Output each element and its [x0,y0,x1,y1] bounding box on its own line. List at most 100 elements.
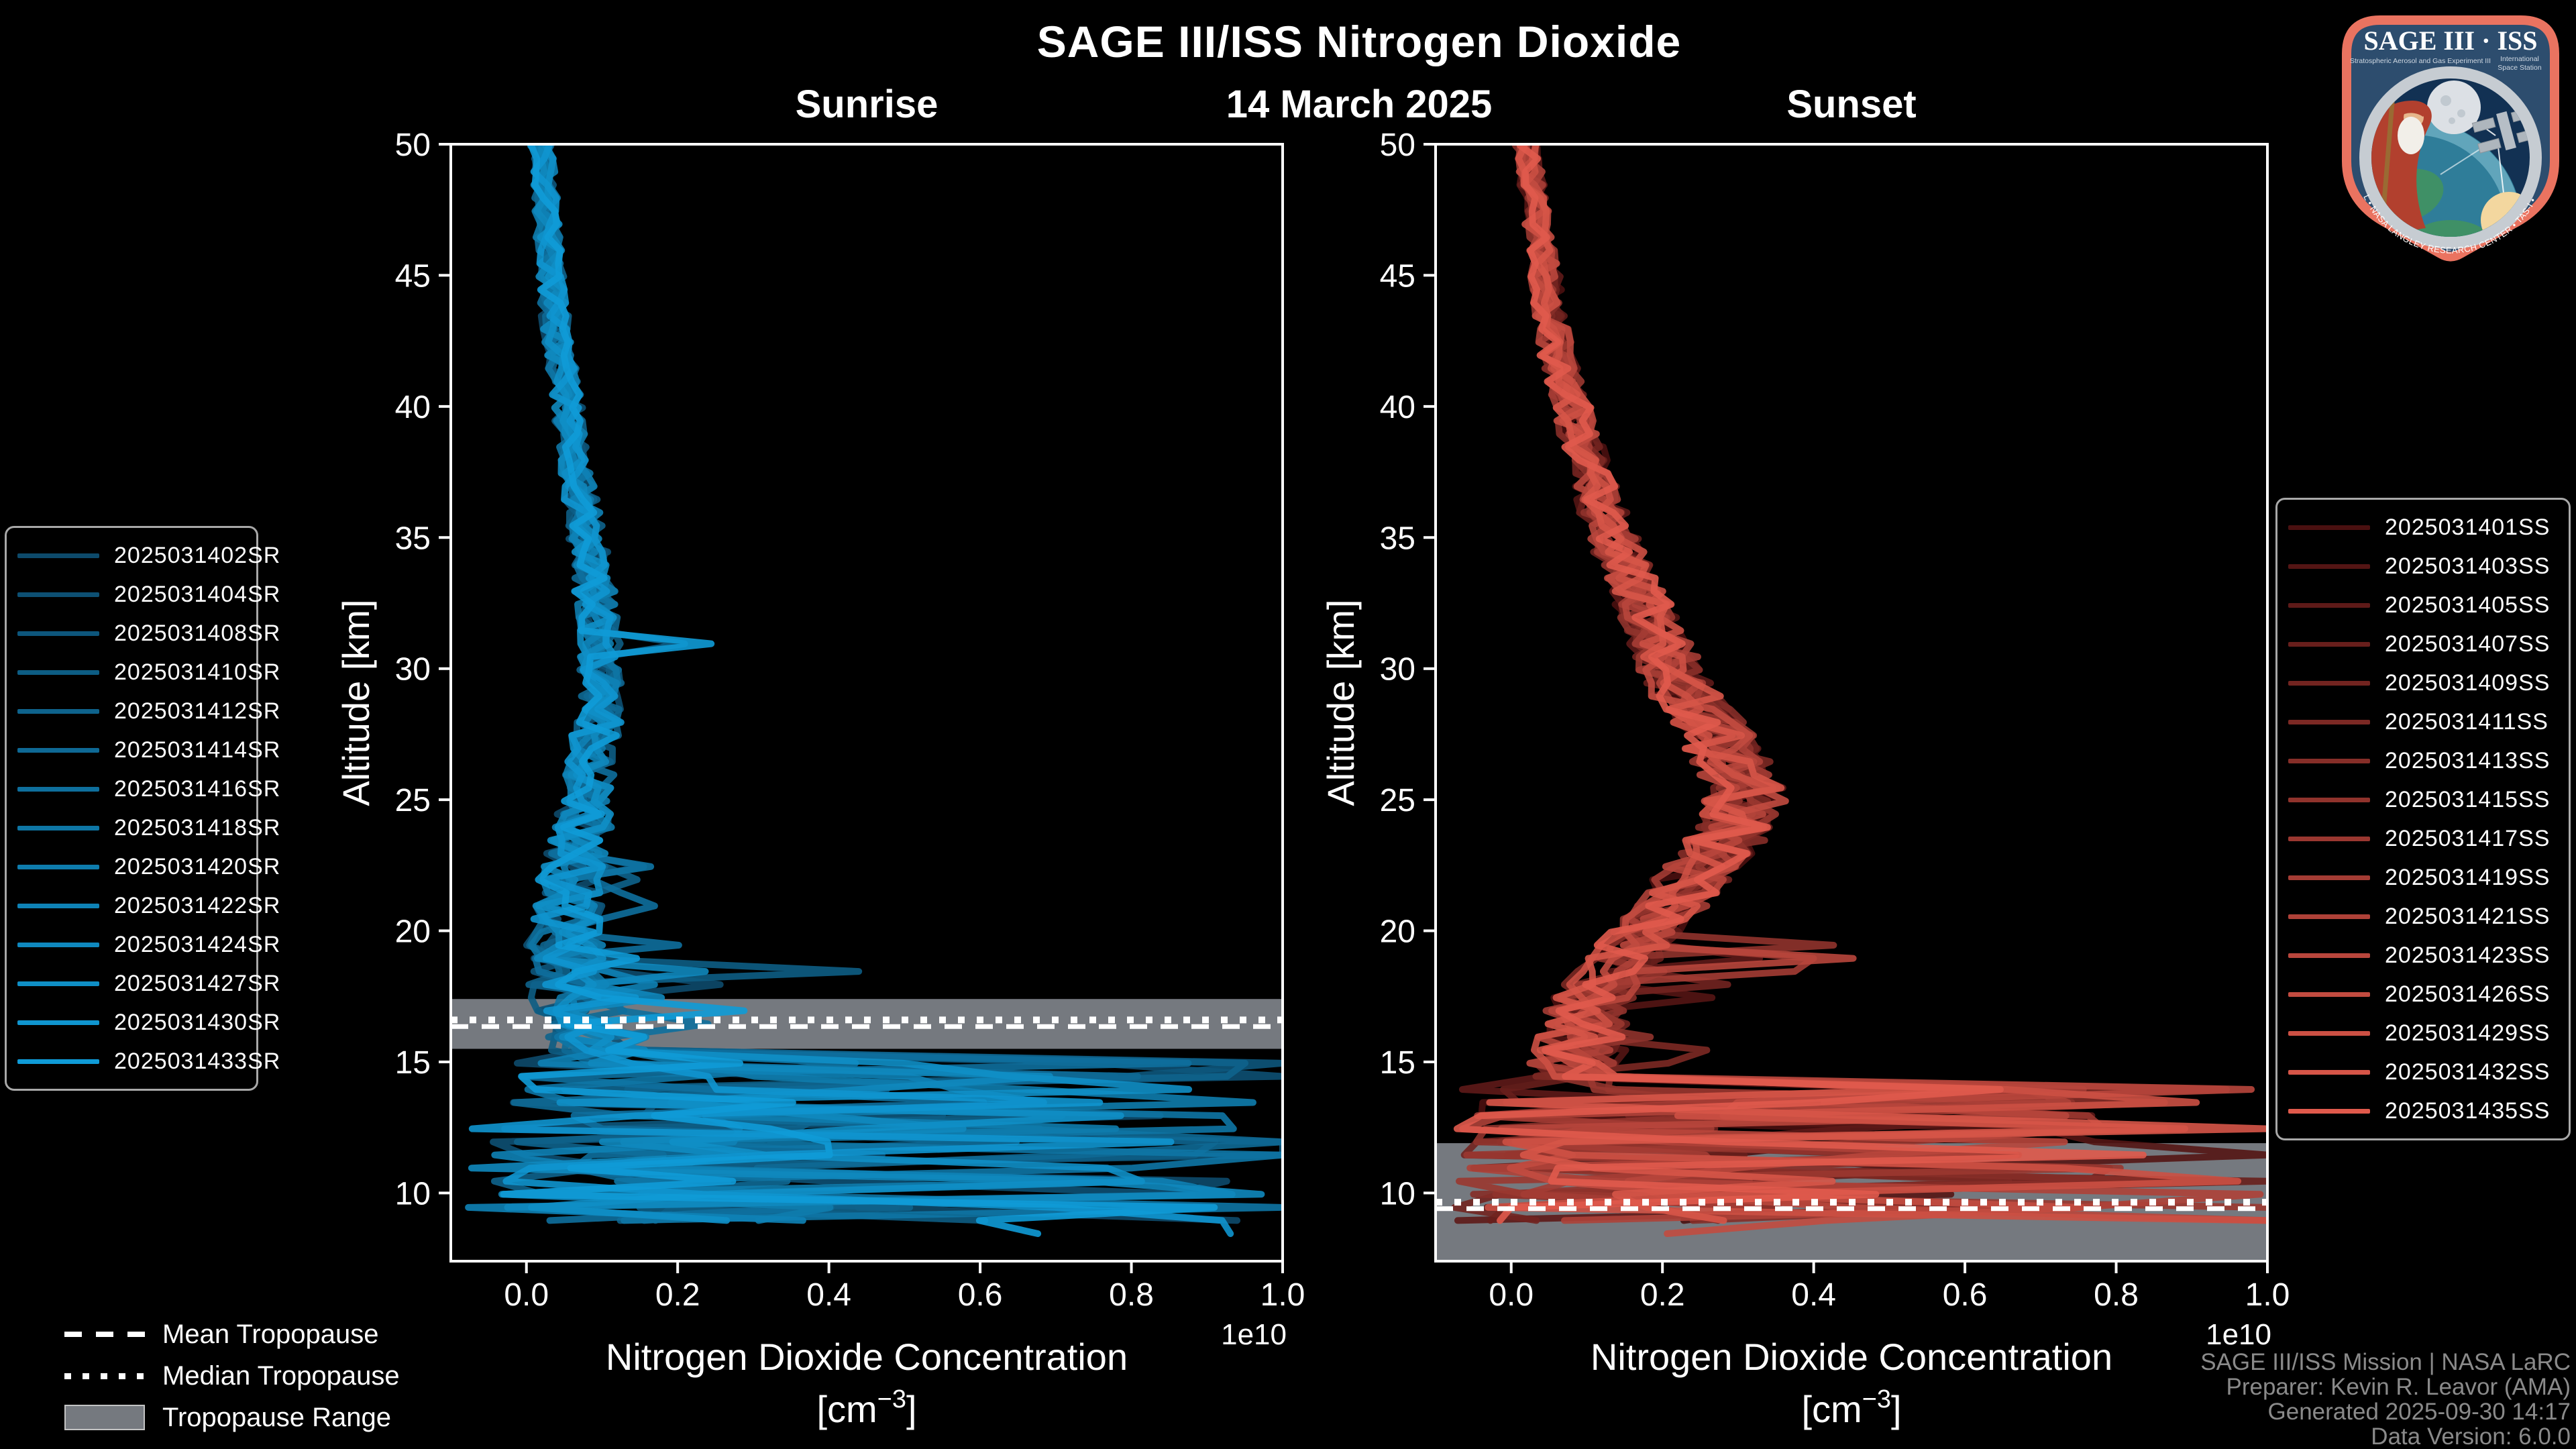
legend-event-label: 2025031408SR [114,620,281,646]
legend-item: 2025031420SR [17,847,280,886]
legend-item: 2025031403SS [2288,547,2569,586]
legend-line-sample [2288,875,2370,880]
legend-item: 2025031409SS [2288,663,2569,702]
x-axis-label: Nitrogen Dioxide Concentration [1591,1336,2112,1378]
legend-line-sample [17,864,99,869]
legend-event-label: 2025031403SS [2385,553,2551,579]
legend-event-label: 2025031416SR [114,775,281,802]
svg-text:0.0: 0.0 [1489,1277,1534,1313]
legend-item: 2025031405SS [2288,586,2569,625]
legend-item: 2025031413SS [2288,741,2569,780]
axes-box [1434,143,2269,1263]
svg-text:30: 30 [395,652,431,688]
legend-line-sample [2288,564,2370,569]
legend-line-sample [17,942,99,947]
svg-text:25: 25 [1380,783,1415,818]
legend-line-sample [2288,758,2370,763]
svg-text:40: 40 [1380,390,1415,425]
legend-line-sample [2288,641,2370,647]
svg-text:0.6: 0.6 [1943,1277,1988,1313]
legend-item: 2025031414SR [17,731,280,769]
legend-event-label: 2025031414SR [114,737,281,763]
legend-event-label: 2025031415SS [2385,786,2551,812]
svg-text:50: 50 [395,127,431,163]
sunset-panel-title: Sunset [1786,83,1917,126]
legend-event-label: 2025031422SR [114,892,281,918]
svg-text:20: 20 [1380,914,1415,950]
legend-event-label: 2025031405SS [2385,592,2551,618]
svg-text:0.4: 0.4 [806,1277,851,1313]
legend-line-sample [17,981,99,986]
legend-item: 2025031419SS [2288,858,2569,897]
legend-item: 2025031426SS [2288,975,2569,1014]
legend-event-label: 2025031429SS [2385,1020,2551,1046]
svg-text:0.8: 0.8 [2094,1277,2139,1313]
legend-item: Mean Tropopause [64,1313,400,1355]
mean-tropopause-label: Mean Tropopause [162,1319,379,1349]
legend-event-label: 2025031417SS [2385,825,2551,851]
svg-text:10: 10 [1380,1176,1415,1212]
profile-line-2025031433SR [500,144,1218,1237]
legend-item: 2025031422SR [17,886,280,925]
sunset-plot-area [1436,144,2267,1261]
mission-patch-logo: SAGE III · ISS Stratospheric Aerosol and… [2326,7,2559,262]
legend-event-label: 2025031432SS [2385,1059,2551,1085]
legend-item: 2025031424SR [17,925,280,964]
legend-line-sample [17,669,99,675]
legend-item: 2025031416SR [17,769,280,808]
tropopause-legend: Mean Tropopause Median Tropopause Tropop… [64,1313,400,1438]
sunrise-panel-title: Sunrise [795,83,938,126]
svg-text:0.4: 0.4 [1791,1277,1836,1313]
legend-item: 2025031421SS [2288,897,2569,936]
svg-text:50: 50 [1380,127,1415,163]
legend-event-label: 2025031401SS [2385,514,2551,540]
legend-item: 2025031407SS [2288,625,2569,663]
svg-text:0.2: 0.2 [1640,1277,1685,1313]
x-axis-ticks: 0.0 0.2 0.4 0.6 0.8 1.0 [1489,1261,2290,1313]
legend-item: 2025031411SS [2288,702,2569,741]
legend-line-sample [2288,836,2370,841]
legend-line-sample [2288,1069,2370,1075]
legend-line-sample [2288,525,2370,530]
legend-event-label: 2025031409SS [2385,669,2551,696]
legend-item: 2025031412SR [17,692,280,731]
profile-line-2025031435SS [1453,144,2147,1224]
legend-item: 2025031433SR [17,1042,280,1081]
legend-line-sample [17,1020,99,1025]
y-axis-ticks: 50 45 40 35 30 25 20 15 10 [395,127,451,1212]
legend-line-sample [2288,680,2370,686]
legend-event-label: 2025031420SR [114,853,281,879]
svg-text:35: 35 [1380,521,1415,556]
legend-event-label: 2025031427SR [114,970,281,996]
sunset-legend: 2025031401SS 2025031403SS 2025031405SS 2025… [2275,498,2571,1140]
axes-box [449,143,1284,1263]
legend-line-sample [2288,1030,2370,1036]
legend-event-label: 2025031412SR [114,698,281,724]
legend-event-label: 2025031407SS [2385,631,2551,657]
legend-event-label: 2025031418SR [114,814,281,841]
svg-text:20: 20 [395,914,431,950]
legend-event-label: 2025031411SS [2385,708,2548,735]
legend-line-sample [2288,914,2370,919]
x-axis-ticks: 0.0 0.2 0.4 0.6 0.8 1.0 [504,1261,1305,1313]
legend-item: 2025031415SS [2288,780,2569,819]
svg-text:45: 45 [395,258,431,294]
legend-line-sample [17,747,99,753]
axis-scale-offset: 1e10 [1221,1318,1287,1351]
legend-item: 2025031402SR [17,536,280,575]
legend-event-label: 2025031402SR [114,542,281,568]
legend-line-sample [17,1059,99,1064]
sunrise-plot-area [451,144,1283,1237]
legend-line-sample [2288,719,2370,724]
legend-item: 2025031429SS [2288,1014,2569,1053]
svg-text:15: 15 [395,1045,431,1081]
legend-item: 2025031417SS [2288,819,2569,858]
patch-subtitle-left: Stratospheric Aerosol and Gas Experiment… [2350,57,2491,65]
svg-text:35: 35 [395,521,431,556]
legend-line-sample [2288,1108,2370,1114]
svg-text:45: 45 [1380,258,1415,294]
legend-item: 2025031430SR [17,1003,280,1042]
svg-text:40: 40 [395,390,431,425]
